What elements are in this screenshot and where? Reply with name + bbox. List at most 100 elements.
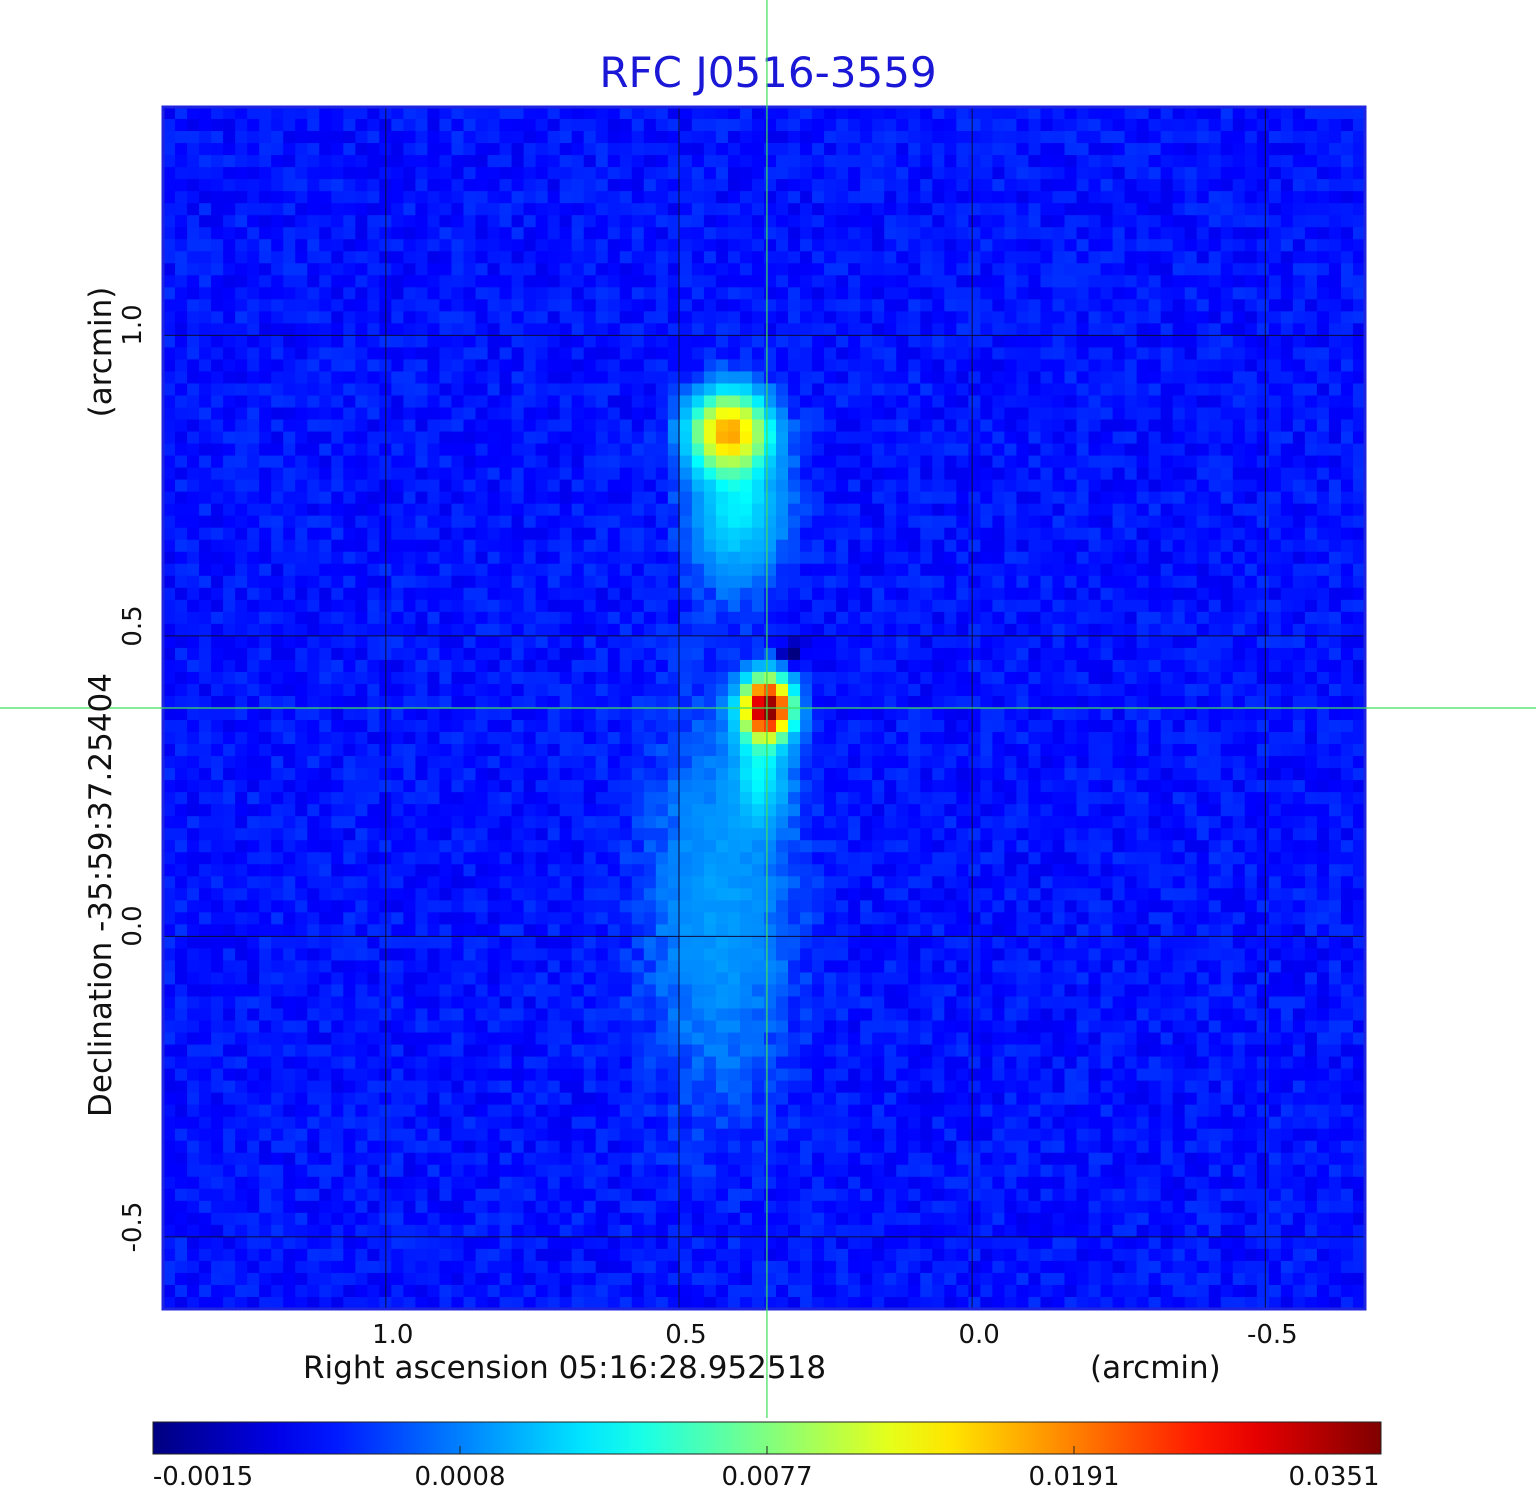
map-pixel xyxy=(655,263,669,276)
map-pixel xyxy=(1340,587,1354,601)
map-pixel xyxy=(415,455,429,469)
map-pixel xyxy=(980,167,993,180)
map-pixel xyxy=(1220,275,1234,288)
map-pixel xyxy=(355,611,368,625)
map-pixel xyxy=(1088,551,1102,565)
map-pixel xyxy=(283,395,296,409)
map-pixel xyxy=(595,623,609,637)
map-pixel xyxy=(1292,383,1306,397)
map-pixel xyxy=(427,491,441,505)
map-pixel xyxy=(595,407,609,421)
map-pixel xyxy=(211,443,224,457)
map-pixel xyxy=(776,239,789,252)
map-pixel xyxy=(343,527,356,541)
map-pixel xyxy=(1328,587,1342,601)
map-pixel xyxy=(1268,239,1282,252)
map-pixel xyxy=(1028,191,1042,204)
map-pixel xyxy=(619,311,633,324)
map-pixel xyxy=(391,563,404,577)
map-pixel xyxy=(1268,287,1282,300)
map-pixel xyxy=(1316,623,1330,637)
map-pixel xyxy=(824,239,837,252)
map-pixel xyxy=(1100,383,1114,397)
map-pixel xyxy=(1352,623,1366,637)
map-pixel xyxy=(992,455,1005,469)
map-pixel xyxy=(163,503,176,517)
map-pixel xyxy=(331,359,344,373)
map-pixel xyxy=(1172,479,1186,493)
map-pixel xyxy=(836,275,849,288)
map-pixel xyxy=(1040,359,1054,373)
map-pixel xyxy=(367,119,380,132)
map-pixel xyxy=(1184,287,1198,300)
map-pixel xyxy=(559,335,573,348)
map-pixel xyxy=(547,179,561,192)
map-pixel xyxy=(367,695,380,709)
map-pixel xyxy=(547,587,561,601)
map-pixel xyxy=(739,383,753,397)
map-pixel xyxy=(643,503,657,517)
map-pixel xyxy=(1184,311,1198,324)
map-pixel xyxy=(1112,275,1126,288)
map-pixel xyxy=(1160,347,1174,361)
map-pixel xyxy=(715,587,729,601)
map-pixel xyxy=(523,575,537,589)
map-pixel xyxy=(1076,155,1090,168)
map-pixel xyxy=(739,503,753,517)
map-pixel xyxy=(812,599,825,613)
map-pixel xyxy=(451,587,465,601)
map-pixel xyxy=(331,659,344,673)
map-pixel xyxy=(403,683,417,697)
map-pixel xyxy=(1136,479,1150,493)
map-pixel xyxy=(1328,251,1342,264)
map-pixel xyxy=(727,191,741,204)
map-pixel xyxy=(1340,371,1354,385)
map-pixel xyxy=(968,491,981,505)
map-pixel xyxy=(1136,263,1150,276)
map-pixel xyxy=(788,419,801,433)
map-pixel xyxy=(487,227,501,240)
map-pixel xyxy=(667,575,681,589)
map-pixel xyxy=(199,467,212,481)
map-pixel xyxy=(1328,467,1342,481)
map-pixel xyxy=(836,287,849,300)
map-pixel xyxy=(1244,635,1258,649)
map-pixel xyxy=(295,695,308,709)
map-pixel xyxy=(187,479,200,493)
map-pixel xyxy=(475,587,489,601)
map-pixel xyxy=(391,311,404,324)
map-pixel xyxy=(619,491,633,505)
map-pixel xyxy=(259,455,272,469)
map-pixel xyxy=(776,551,789,565)
map-pixel xyxy=(1280,479,1294,493)
map-pixel xyxy=(295,671,308,685)
map-pixel xyxy=(475,683,489,697)
map-pixel xyxy=(403,287,417,300)
map-pixel xyxy=(920,623,933,637)
map-pixel xyxy=(523,635,537,649)
map-pixel xyxy=(896,683,909,697)
map-pixel xyxy=(1196,551,1210,565)
map-pixel xyxy=(1352,311,1366,324)
map-pixel xyxy=(1208,227,1222,240)
map-pixel xyxy=(968,635,981,649)
map-pixel xyxy=(1076,347,1090,361)
map-pixel xyxy=(199,635,212,649)
map-pixel xyxy=(583,347,597,361)
map-pixel xyxy=(595,395,609,409)
map-pixel xyxy=(1028,359,1042,373)
map-pixel xyxy=(427,503,441,517)
map-pixel xyxy=(1076,335,1090,348)
map-pixel xyxy=(655,311,669,324)
map-pixel xyxy=(307,311,320,324)
map-pixel xyxy=(499,503,513,517)
map-pixel xyxy=(691,647,705,661)
map-pixel xyxy=(715,299,729,312)
map-pixel xyxy=(1292,467,1306,481)
map-pixel xyxy=(535,371,549,385)
map-pixel xyxy=(547,443,561,457)
map-pixel xyxy=(199,623,212,637)
map-pixel xyxy=(1100,287,1114,300)
map-pixel xyxy=(1040,431,1054,445)
map-pixel xyxy=(295,203,308,216)
